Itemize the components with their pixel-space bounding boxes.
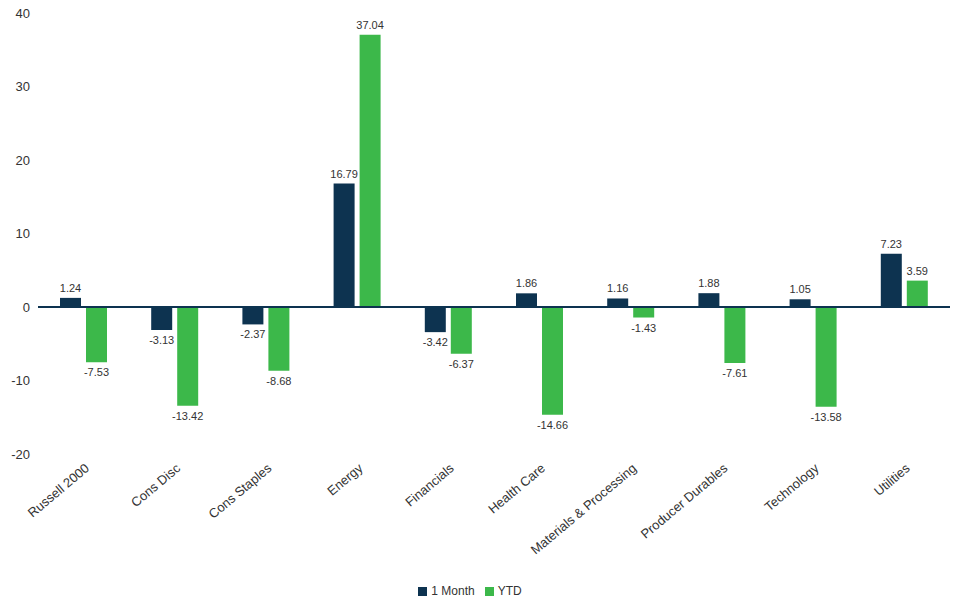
svg-text:-2.37: -2.37 [240, 328, 265, 340]
svg-text:16.79: 16.79 [330, 168, 358, 180]
svg-text:-1.43: -1.43 [631, 322, 656, 334]
svg-text:0: 0 [23, 300, 30, 315]
svg-text:10: 10 [16, 226, 30, 241]
svg-text:1.16: 1.16 [607, 282, 628, 294]
svg-text:-7.61: -7.61 [722, 367, 747, 379]
svg-text:1.88: 1.88 [698, 277, 719, 289]
svg-text:40: 40 [16, 6, 30, 21]
svg-text:-13.42: -13.42 [172, 410, 203, 422]
svg-text:Financials: Financials [402, 460, 457, 509]
svg-text:Producer Durables: Producer Durables [638, 460, 731, 541]
svg-text:-8.68: -8.68 [266, 375, 291, 387]
svg-text:20: 20 [16, 153, 30, 168]
svg-text:7.23: 7.23 [881, 238, 902, 250]
svg-text:1.24: 1.24 [60, 282, 81, 294]
svg-text:1.86: 1.86 [516, 277, 537, 289]
svg-text:30: 30 [16, 79, 30, 94]
svg-text:Russell 2000: Russell 2000 [25, 460, 92, 520]
svg-text:Technology: Technology [762, 460, 822, 514]
svg-text:-3.13: -3.13 [149, 334, 174, 346]
html-text:YTD: YTD [497, 584, 522, 598]
svg-text:-7.53: -7.53 [84, 366, 109, 378]
svg-text:-20: -20 [11, 447, 30, 462]
svg-text:3.59: 3.59 [907, 265, 928, 277]
svg-text:Utilities: Utilities [871, 460, 913, 499]
html-text:1 Month: 1 Month [431, 584, 475, 598]
svg-text:1.05: 1.05 [789, 283, 810, 295]
svg-text:-3.42: -3.42 [423, 336, 448, 348]
svg-text:Energy: Energy [324, 460, 366, 498]
svg-text:-10: -10 [11, 373, 30, 388]
svg-text:-6.37: -6.37 [449, 358, 474, 370]
svg-text:Materials & Processing: Materials & Processing [528, 460, 639, 557]
svg-text:-13.58: -13.58 [810, 411, 841, 423]
svg-text:37.04: 37.04 [356, 19, 384, 31]
svg-text:Cons Staples: Cons Staples [205, 460, 274, 522]
svg-text:Cons Disc: Cons Disc [128, 460, 183, 510]
svg-text:-14.66: -14.66 [537, 419, 568, 431]
svg-text:Health Care: Health Care [485, 460, 548, 516]
